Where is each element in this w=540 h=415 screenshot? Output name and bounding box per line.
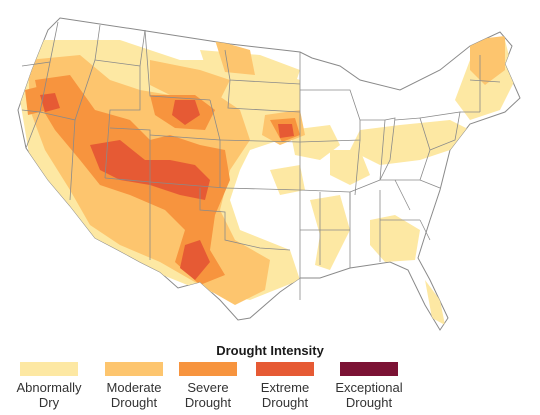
legend-item-abnormally-dry: Abnormally Dry [6,362,92,410]
legend-label: Abnormally Dry [16,380,82,410]
legend-swatch-exceptional-drought [340,362,398,376]
legend-item-severe-drought: Severe Drought [165,362,251,410]
legend-item-moderate-drought: Moderate Drought [91,362,177,410]
legend-label: Exceptional Drought [335,380,403,410]
legend-label: Moderate Drought [106,380,162,410]
state-borders [21,21,501,300]
legend-item-extreme-drought: Extreme Drought [242,362,328,410]
legend-swatch-abnormally-dry [20,362,78,376]
legend-swatch-severe-drought [179,362,237,376]
legend-item-exceptional-drought: Exceptional Drought [326,362,412,410]
legend: Abnormally Dry Moderate Drought Severe Drou… [0,362,540,415]
legend-label: Severe Drought [184,380,232,410]
legend-swatch-moderate-drought [105,362,163,376]
legend-swatch-extreme-drought [256,362,314,376]
drought-map [17,17,521,331]
us-map-svg [17,17,521,331]
legend-label: Extreme Drought [260,380,310,410]
legend-title: Drought Intensity [216,343,324,358]
